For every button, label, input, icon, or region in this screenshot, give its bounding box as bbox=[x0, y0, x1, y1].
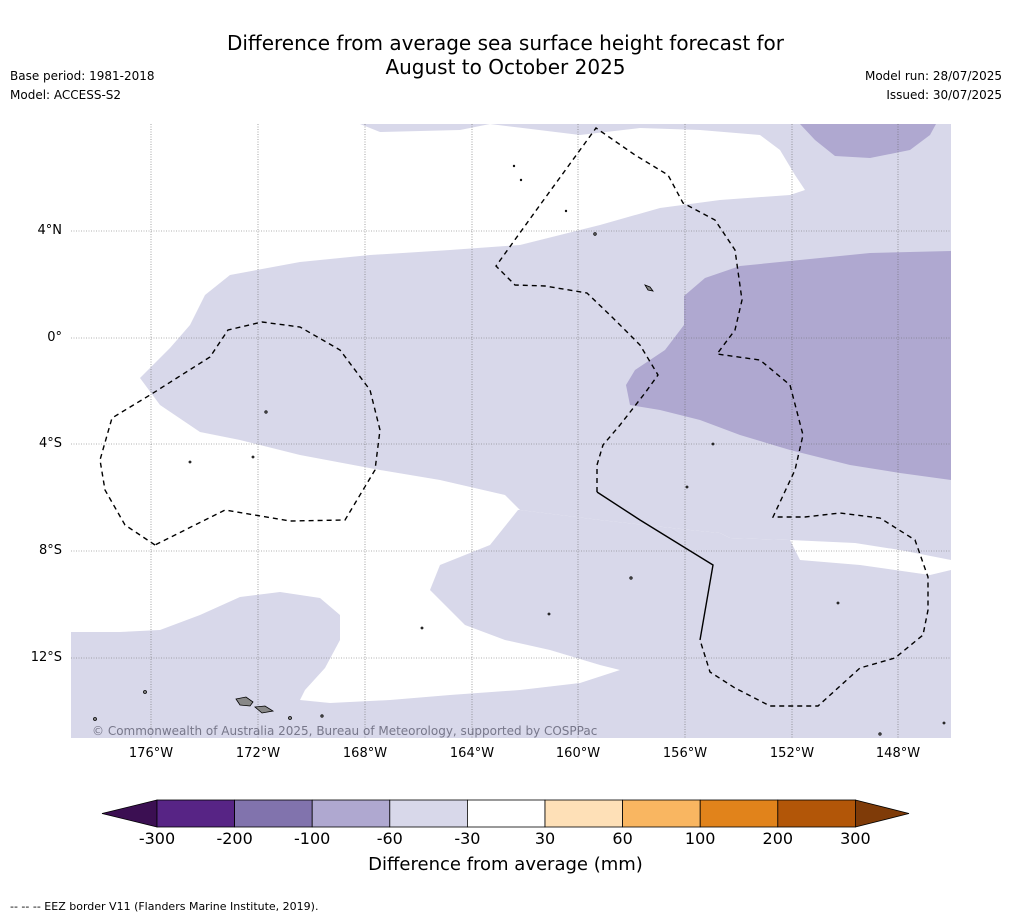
sea-level-map: © Commonwealth of Australia 2025, Bureau… bbox=[71, 124, 951, 738]
title-line-1: Difference from average sea surface heig… bbox=[226, 31, 785, 55]
colorbar-swatch bbox=[699, 799, 779, 828]
colorbar-swatch bbox=[234, 799, 313, 828]
colorbar-tick-label: -30 bbox=[454, 829, 481, 848]
lon-label-164w: 164°W bbox=[449, 746, 495, 761]
anomaly-band-light bbox=[140, 124, 951, 560]
island-samoa-savaii bbox=[235, 696, 254, 707]
lat-label-8s: 8°S bbox=[38, 543, 62, 558]
metadata-right: Model run: 28/07/2025 Issued: 30/07/2025 bbox=[865, 67, 1002, 105]
anomaly-band-light-south bbox=[71, 510, 951, 738]
colorbar bbox=[101, 799, 910, 828]
base-period: Base period: 1981-2018 bbox=[10, 69, 155, 83]
eez-footnote: -- -- -- EEZ border V11 (Flanders Marine… bbox=[10, 900, 319, 913]
lon-label-176w: 176°W bbox=[128, 746, 174, 761]
islands bbox=[93, 164, 946, 736]
colorbar-tick-label: 200 bbox=[762, 829, 794, 848]
colorbar-extend-low bbox=[101, 799, 158, 828]
colorbar-tick-label: 300 bbox=[840, 829, 871, 848]
colorbar-swatch bbox=[389, 799, 468, 828]
colorbar-swatch bbox=[156, 799, 235, 828]
colorbar-swatch bbox=[466, 799, 546, 828]
anomaly-region-medium-east bbox=[626, 251, 951, 480]
anomaly-band-light-top bbox=[360, 124, 490, 132]
colorbar-swatch bbox=[777, 799, 856, 828]
lat-label-4s: 4°S bbox=[38, 436, 62, 451]
colorbar-swatch bbox=[544, 799, 623, 828]
colorbar-tick-label: 30 bbox=[534, 829, 556, 848]
lon-label-148w: 148°W bbox=[875, 746, 921, 761]
metadata-left: Base period: 1981-2018 Model: ACCESS-S2 bbox=[10, 67, 155, 105]
eez-border-kiribati bbox=[495, 127, 929, 707]
colorbar-tick-label: -200 bbox=[216, 829, 253, 848]
model-run: Model run: 28/07/2025 bbox=[864, 69, 1002, 83]
colorbar-swatch bbox=[311, 799, 391, 828]
lon-label-156w: 156°W bbox=[662, 746, 708, 761]
model-name: Model: ACCESS-S2 bbox=[10, 88, 122, 102]
eez-borders bbox=[99, 127, 929, 707]
colorbar-tick-label: -60 bbox=[376, 829, 403, 848]
boundary-line bbox=[596, 491, 714, 641]
eez-border-tokelau bbox=[99, 321, 381, 546]
colorbar-tick-label: 60 bbox=[612, 829, 633, 848]
lon-label-152w: 152°W bbox=[769, 746, 815, 761]
lat-label-equator: 0° bbox=[47, 330, 62, 345]
colorbar-title: Difference from average (mm) bbox=[368, 854, 643, 875]
lon-label-160w: 160°W bbox=[555, 746, 601, 761]
lon-label-172w: 172°W bbox=[235, 746, 281, 761]
lat-label-12s: 12°S bbox=[30, 650, 62, 665]
colorbar-swatch bbox=[622, 799, 701, 828]
colorbar-tick-label: -300 bbox=[138, 829, 176, 848]
island-samoa-upolu bbox=[254, 705, 275, 714]
map-title: Difference from average sea surface heig… bbox=[0, 31, 1011, 79]
title-line-2: August to October 2025 bbox=[385, 55, 626, 79]
graticule bbox=[71, 124, 951, 738]
anomaly-region-medium-northeast bbox=[800, 124, 936, 158]
issued-date: Issued: 30/07/2025 bbox=[886, 88, 1002, 102]
colorbar-extend-high bbox=[855, 799, 910, 828]
lon-label-168w: 168°W bbox=[342, 746, 388, 761]
colorbar-tick-label: 100 bbox=[684, 829, 716, 848]
colorbar-tick-label: -100 bbox=[294, 829, 331, 848]
lat-label-4n: 4°N bbox=[37, 223, 63, 238]
copyright-text: © Commonwealth of Australia 2025, Bureau… bbox=[92, 724, 597, 738]
